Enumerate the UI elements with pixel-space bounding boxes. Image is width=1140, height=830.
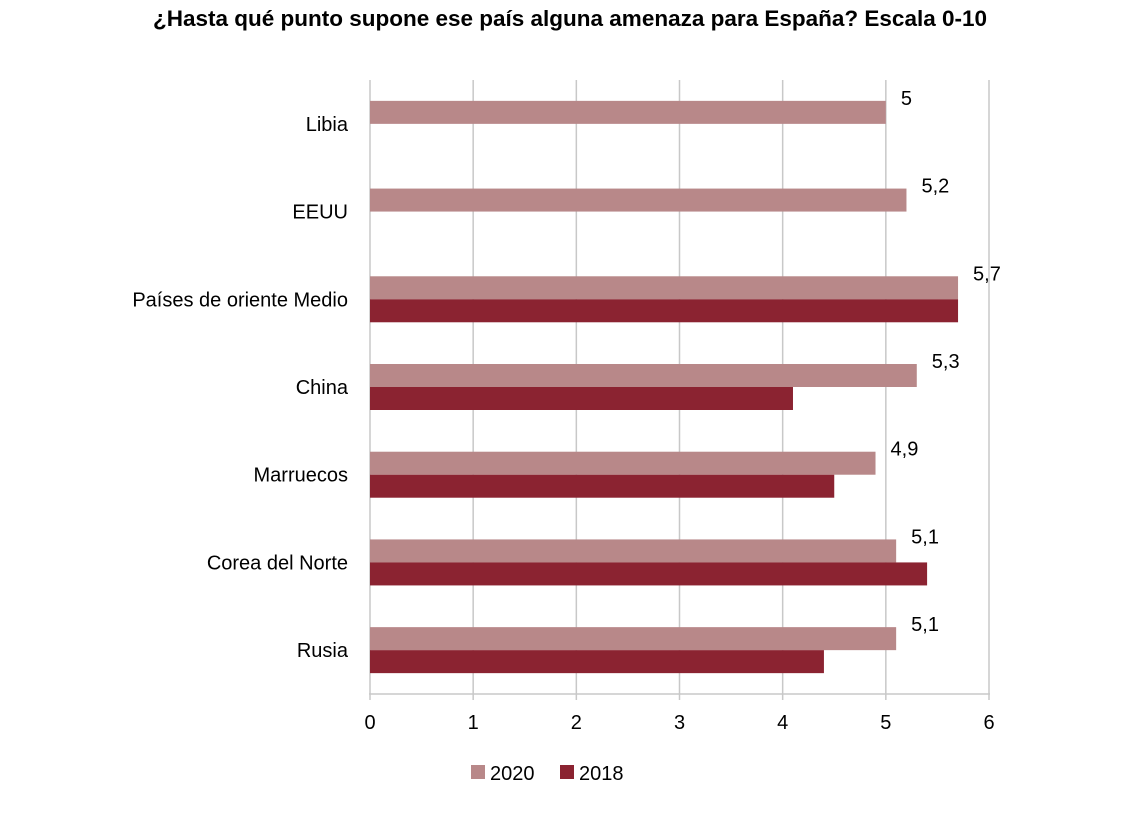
category-label: Rusia bbox=[297, 640, 349, 662]
category-label: Libia bbox=[306, 114, 349, 136]
legend-label: 2018 bbox=[579, 763, 624, 785]
category-label: Marruecos bbox=[254, 465, 348, 487]
data-label: 4,9 bbox=[891, 439, 919, 461]
data-label: 5,3 bbox=[932, 351, 960, 373]
bar-2018 bbox=[370, 387, 793, 410]
category-label: China bbox=[296, 377, 349, 399]
bar-2020 bbox=[370, 188, 907, 212]
bar-2020 bbox=[370, 276, 959, 300]
x-tick-label: 0 bbox=[364, 712, 375, 734]
x-tick-label: 3 bbox=[674, 712, 685, 734]
x-tick-label: 4 bbox=[777, 712, 788, 734]
x-tick-label: 2 bbox=[571, 712, 582, 734]
x-tick-label: 5 bbox=[880, 712, 891, 734]
data-label: 5,7 bbox=[973, 263, 1001, 285]
data-label: 5 bbox=[901, 88, 912, 110]
legend-swatch-2020 bbox=[471, 765, 485, 779]
bar-2018 bbox=[370, 299, 959, 323]
category-label: Países de oriente Medio bbox=[132, 289, 348, 311]
data-label: 5,1 bbox=[911, 614, 939, 636]
bar-2020 bbox=[370, 451, 876, 475]
bar-2018 bbox=[370, 562, 928, 586]
bar-2020 bbox=[370, 627, 897, 651]
legend-label: 2020 bbox=[490, 763, 535, 785]
category-label: Corea del Norte bbox=[207, 552, 348, 574]
bar-2020 bbox=[370, 100, 886, 124]
x-tick-label: 6 bbox=[983, 712, 994, 734]
x-tick-label: 1 bbox=[468, 712, 479, 734]
category-label: EEUU bbox=[292, 202, 348, 224]
bar-2018 bbox=[370, 650, 824, 674]
chart-title: ¿Hasta qué punto supone ese país alguna … bbox=[152, 6, 988, 31]
bar-2020 bbox=[370, 364, 917, 387]
bar-2018 bbox=[370, 474, 835, 498]
legend-swatch-2018 bbox=[560, 765, 574, 779]
data-label: 5,2 bbox=[921, 176, 949, 198]
bar-2020 bbox=[370, 539, 897, 563]
data-label: 5,1 bbox=[911, 526, 939, 548]
